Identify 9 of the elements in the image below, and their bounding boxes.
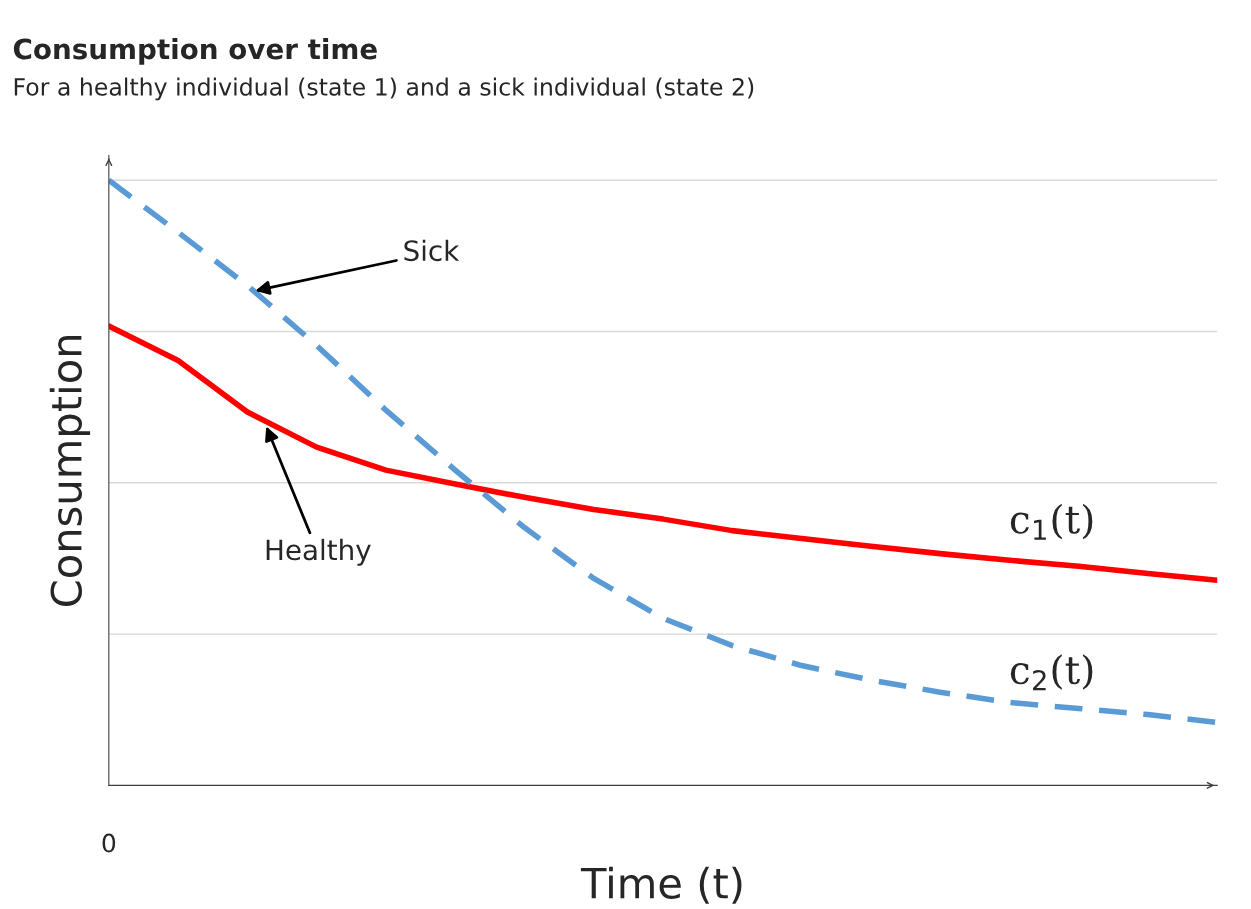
y-axis-title: Consumption — [49, 335, 91, 607]
chart-subtitle: For a healthy individual (state 1) and a sick individual (state 2) — [14, 77, 754, 101]
text: 0 — [102, 833, 116, 853]
series-label: c$_{1}$(t) — [1010, 503, 1093, 540]
series-label: c$_{2}$(t) — [1010, 654, 1093, 691]
chart-title: Consumption over time — [13, 37, 377, 65]
annotation: Healthy — [266, 538, 371, 566]
x-axis-title: Time (t) — [580, 866, 742, 904]
annotation: Sick — [404, 239, 460, 262]
